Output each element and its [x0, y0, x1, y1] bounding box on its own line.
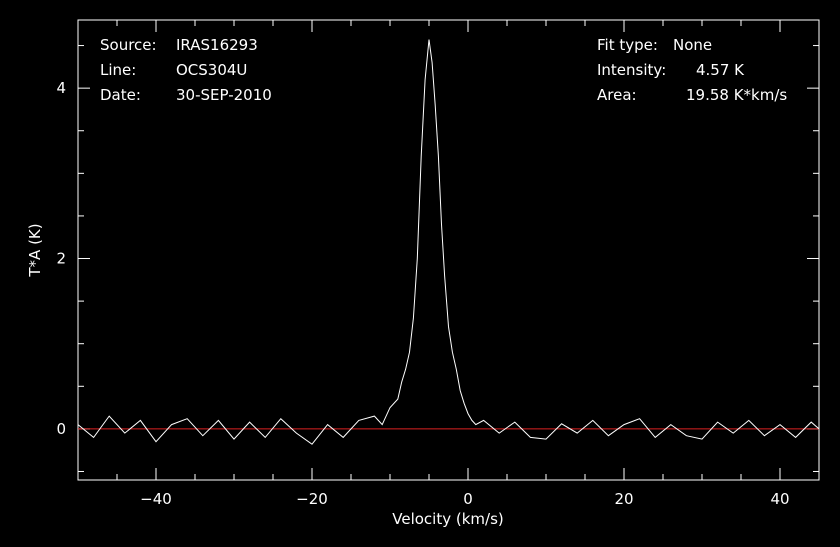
fit-type-key: Fit type: [597, 36, 658, 54]
y-tick-label: 2 [56, 250, 66, 268]
date-key: Date: [100, 86, 141, 104]
intensity-key: Intensity: [597, 61, 666, 79]
x-tick-label: 40 [770, 490, 789, 508]
area-key: Area: [597, 86, 637, 104]
y-tick-label: 0 [56, 420, 66, 438]
x-axis-label: Velocity (km/s) [392, 510, 503, 528]
y-tick-label: 4 [56, 79, 66, 97]
spectrum-line [77, 39, 820, 445]
x-tick-label: −40 [140, 490, 172, 508]
line-value: OCS304U [176, 61, 247, 79]
y-axis-label: T*A (K) [26, 223, 44, 277]
date-value: 30-SEP-2010 [176, 86, 272, 104]
fit-type-value: None [673, 36, 712, 54]
x-tick-label: 0 [463, 490, 473, 508]
x-tick-label: −20 [296, 490, 328, 508]
intensity-value: 4.57 K [696, 61, 745, 79]
line-key: Line: [100, 61, 136, 79]
plot-frame [77, 19, 820, 481]
source-key: Source: [100, 36, 157, 54]
source-value: IRAS16293 [176, 36, 258, 54]
area-value: 19.58 K*km/s [686, 86, 787, 104]
x-tick-label: 20 [614, 490, 633, 508]
